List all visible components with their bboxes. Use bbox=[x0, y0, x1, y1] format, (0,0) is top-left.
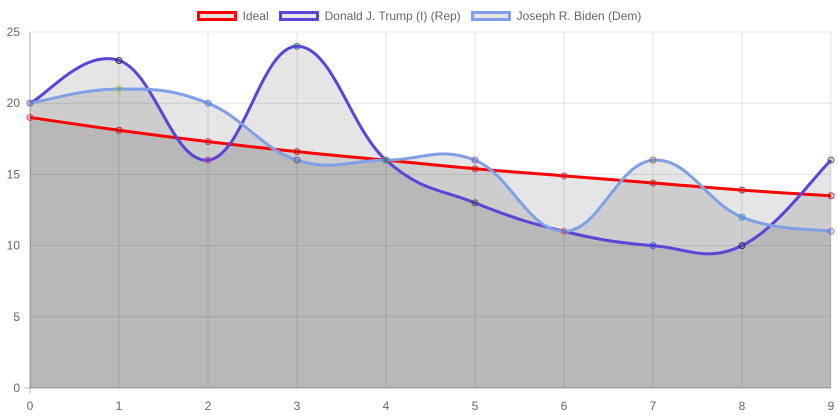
legend-swatch-trump bbox=[278, 11, 319, 21]
data-point-0-9 bbox=[827, 192, 835, 200]
series-line-2 bbox=[29, 87, 832, 233]
data-point-2-8 bbox=[738, 213, 746, 221]
x-tick-label: 0 bbox=[27, 399, 34, 413]
x-tick-label: 1 bbox=[116, 399, 123, 413]
data-point-1-7 bbox=[649, 242, 657, 250]
data-point-0-0 bbox=[26, 113, 34, 121]
legend-swatch-biden bbox=[470, 11, 511, 21]
legend-swatch-ideal bbox=[196, 11, 237, 21]
data-point-0-3 bbox=[293, 148, 301, 156]
data-point-0-1 bbox=[115, 126, 123, 134]
data-point-1-8 bbox=[738, 242, 746, 250]
series-area-0 bbox=[30, 117, 831, 388]
data-point-2-6 bbox=[560, 227, 568, 235]
legend-item-biden[interactable]: Joseph R. Biden (Dem) bbox=[470, 9, 642, 23]
series-area-2 bbox=[30, 88, 831, 389]
x-tick-label: 6 bbox=[561, 399, 568, 413]
data-point-2-7 bbox=[649, 156, 657, 164]
data-point-0-8 bbox=[738, 186, 746, 194]
data-point-2-3 bbox=[293, 156, 301, 164]
x-tick-label: 2 bbox=[205, 399, 212, 413]
data-point-1-9 bbox=[827, 156, 835, 164]
legend-item-ideal[interactable]: Ideal bbox=[196, 9, 269, 23]
x-tick-label: 8 bbox=[739, 399, 746, 413]
series-area-1 bbox=[30, 46, 831, 389]
data-point-1-1 bbox=[115, 56, 123, 64]
data-point-0-5 bbox=[471, 165, 479, 173]
x-tick-label: 9 bbox=[828, 399, 835, 413]
data-point-0-6 bbox=[560, 172, 568, 180]
data-point-2-4 bbox=[382, 156, 390, 164]
data-point-2-9 bbox=[827, 227, 835, 235]
y-tick-label: 20 bbox=[7, 96, 21, 110]
y-tick-label: 5 bbox=[13, 310, 20, 324]
data-point-1-5 bbox=[471, 199, 479, 207]
legend-item-trump[interactable]: Donald J. Trump (I) (Rep) bbox=[278, 9, 461, 23]
data-point-2-1 bbox=[115, 85, 123, 93]
legend-label-ideal: Ideal bbox=[242, 9, 269, 23]
x-tick-label: 4 bbox=[383, 399, 390, 413]
data-point-1-2 bbox=[204, 156, 212, 164]
y-tick-label: 0 bbox=[13, 381, 20, 395]
data-point-1-3 bbox=[293, 42, 301, 50]
chart-legend: Ideal Donald J. Trump (I) (Rep) Joseph R… bbox=[0, 7, 838, 25]
series-line-1 bbox=[29, 44, 833, 256]
legend-label-trump: Donald J. Trump (I) (Rep) bbox=[324, 9, 461, 23]
data-point-2-2 bbox=[204, 99, 212, 107]
x-tick-label: 5 bbox=[472, 399, 479, 413]
series-line-0 bbox=[29, 115, 832, 198]
data-point-0-7 bbox=[649, 179, 657, 187]
data-point-0-2 bbox=[204, 138, 212, 146]
legend-label-biden: Joseph R. Biden (Dem) bbox=[516, 9, 642, 23]
y-tick-label: 10 bbox=[7, 239, 21, 253]
y-tick-label: 15 bbox=[7, 167, 21, 181]
data-point-2-5 bbox=[471, 156, 479, 164]
y-tick-label: 25 bbox=[7, 25, 21, 39]
x-tick-label: 7 bbox=[650, 399, 657, 413]
data-point-2-0 bbox=[26, 99, 34, 107]
x-tick-label: 3 bbox=[294, 399, 301, 413]
